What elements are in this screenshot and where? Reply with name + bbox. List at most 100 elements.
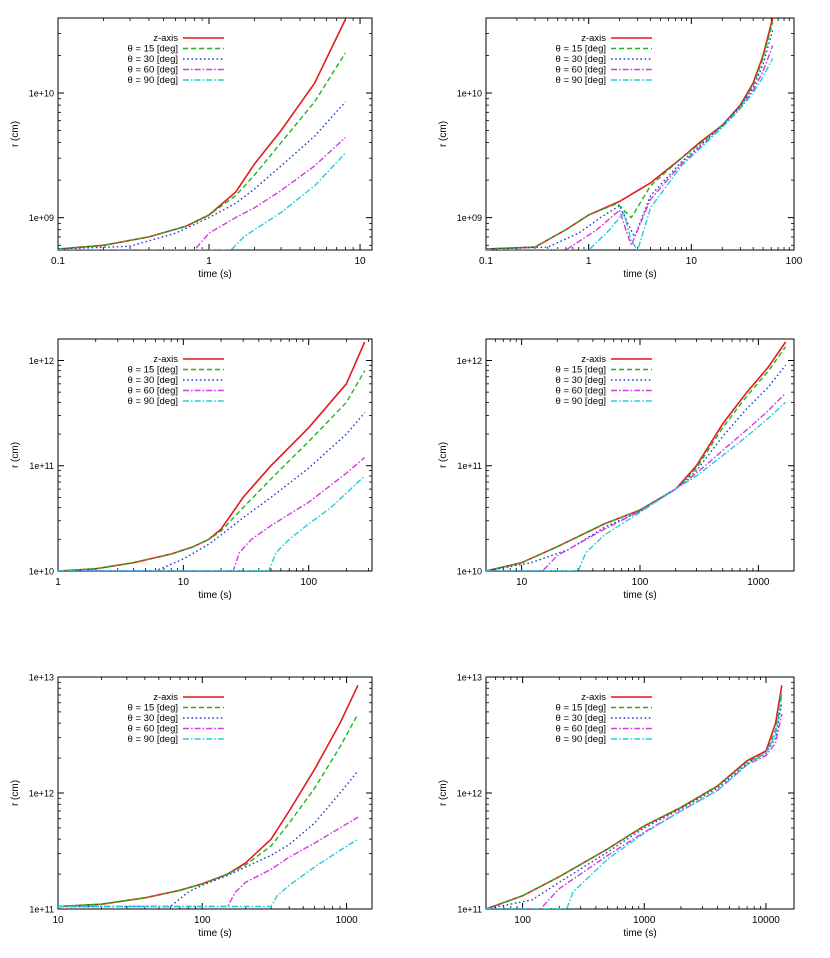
- legend-label-z-axis: z-axis: [581, 692, 606, 703]
- legend-label-theta15: θ = 15 [deg]: [128, 703, 178, 714]
- legend-label-theta30: θ = 30 [deg]: [556, 375, 606, 386]
- series-line-theta30: [486, 29, 774, 250]
- x-tick-label: 1: [55, 577, 61, 588]
- x-tick-label: 100: [194, 915, 211, 926]
- plot-frame: [57, 17, 373, 251]
- x-tick-label: 10: [516, 577, 528, 588]
- series-line-theta15: [58, 52, 346, 250]
- legend-label-theta15: θ = 15 [deg]: [556, 365, 606, 376]
- legend-label-theta90: θ = 90 [deg]: [556, 396, 606, 407]
- series-line-z-axis: [486, 18, 774, 250]
- series-line-theta60: [486, 45, 774, 250]
- y-axis-label: r (cm): [10, 121, 21, 147]
- series-line-theta90: [486, 401, 787, 571]
- legend-label-theta60: θ = 60 [deg]: [556, 724, 606, 735]
- x-tick-label: 100: [786, 256, 803, 267]
- x-tick-label: 100: [514, 915, 531, 926]
- plot-frame: [57, 338, 373, 572]
- x-axis-label: time (s): [623, 269, 656, 280]
- series-line-theta90: [486, 691, 783, 909]
- y-tick-label: 1e+11: [457, 461, 482, 471]
- x-axis-label: time (s): [623, 928, 656, 939]
- y-tick-label: 1e+10: [457, 567, 482, 577]
- series-line-theta90: [58, 838, 359, 908]
- x-tick-label: 1000: [633, 915, 656, 926]
- series-line-z-axis: [58, 19, 347, 250]
- x-tick-label: 10000: [752, 915, 780, 926]
- x-tick-label: 10: [178, 577, 190, 588]
- x-tick-label: 100: [300, 577, 317, 588]
- y-axis-label: r (cm): [438, 442, 449, 468]
- legend-label-theta30: θ = 30 [deg]: [556, 713, 606, 724]
- legend-label-theta60: θ = 60 [deg]: [128, 65, 178, 76]
- series-line-theta15: [486, 346, 787, 571]
- y-tick-label: 1e+10: [457, 89, 482, 99]
- legend-label-theta30: θ = 30 [deg]: [556, 54, 606, 65]
- plot-frame: [57, 676, 373, 910]
- legend-label-theta90: θ = 90 [deg]: [128, 396, 178, 407]
- series-line-theta15: [486, 22, 774, 250]
- series-line-theta15: [58, 713, 359, 908]
- legend-label-theta60: θ = 60 [deg]: [556, 65, 606, 76]
- x-axis-label: time (s): [198, 269, 231, 280]
- y-tick-label: 1e+09: [457, 213, 482, 223]
- legend-label-z-axis: z-axis: [153, 354, 178, 365]
- y-tick-label: 1e+12: [457, 789, 482, 799]
- legend-label-z-axis: z-axis: [153, 692, 178, 703]
- chart-panel-4: 10 100 1000 1e+10 1e+11 1e+12 time (s) r (cm) z-…: [438, 338, 795, 601]
- y-tick-label: 1e+13: [457, 673, 482, 683]
- x-tick-label: 100: [632, 577, 649, 588]
- x-axis-label: time (s): [198, 590, 231, 601]
- y-tick-label: 1e+12: [29, 789, 54, 799]
- y-axis-label: r (cm): [10, 780, 21, 806]
- legend-label-theta60: θ = 60 [deg]: [128, 724, 178, 735]
- chart-panel-6: 100 1000 10000 1e+11 1e+12 1e+13 time (s) r (cm…: [438, 673, 795, 939]
- series-line-theta60: [58, 816, 359, 908]
- series-line-theta15: [486, 694, 783, 909]
- legend-label-theta90: θ = 90 [deg]: [556, 75, 606, 86]
- series-line-z-axis: [58, 341, 366, 571]
- legend-label-theta90: θ = 90 [deg]: [556, 734, 606, 745]
- plot-frame: [485, 338, 795, 572]
- x-tick-label: 1: [586, 256, 592, 267]
- y-axis-label: r (cm): [438, 121, 449, 147]
- y-tick-label: 1e+09: [29, 213, 54, 223]
- x-tick-label: 10: [52, 915, 64, 926]
- x-axis-label: time (s): [198, 928, 231, 939]
- series-line-theta30: [58, 770, 359, 908]
- x-tick-label: 10: [686, 256, 698, 267]
- series-line-z-axis: [58, 684, 359, 908]
- x-tick-label: 0.1: [51, 256, 65, 267]
- legend-label-theta60: θ = 60 [deg]: [556, 386, 606, 397]
- series-line-theta90: [58, 475, 366, 571]
- legend-label-z-axis: z-axis: [581, 33, 606, 44]
- plot-frame: [485, 17, 795, 251]
- legend-label-theta30: θ = 30 [deg]: [128, 713, 178, 724]
- series-line-theta60: [486, 713, 783, 909]
- series-line-theta30: [486, 364, 787, 571]
- series-line-theta15: [58, 370, 366, 571]
- y-tick-label: 1e+11: [29, 461, 54, 471]
- legend-label-theta60: θ = 60 [deg]: [128, 386, 178, 397]
- series-line-theta90: [486, 57, 774, 250]
- series-line-theta30: [486, 702, 783, 909]
- legend-label-theta15: θ = 15 [deg]: [556, 44, 606, 55]
- series-line-z-axis: [486, 341, 787, 571]
- legend-label-theta30: θ = 30 [deg]: [128, 54, 178, 65]
- legend-label-theta15: θ = 15 [deg]: [556, 703, 606, 714]
- chart-panel-5: 10 100 1000 1e+11 1e+12 1e+13 time (s) r (cm) z-…: [10, 673, 373, 939]
- x-tick-label: 1: [206, 256, 212, 267]
- legend-label-theta15: θ = 15 [deg]: [128, 365, 178, 376]
- y-tick-label: 1e+10: [29, 89, 54, 99]
- series-line-theta60: [58, 456, 366, 571]
- x-tick-label: 1000: [335, 915, 358, 926]
- y-tick-label: 1e+10: [29, 567, 54, 577]
- y-tick-label: 1e+12: [29, 356, 54, 366]
- legend-label-theta90: θ = 90 [deg]: [128, 734, 178, 745]
- legend-label-theta15: θ = 15 [deg]: [128, 44, 178, 55]
- series-line-z-axis: [486, 685, 783, 909]
- legend-label-z-axis: z-axis: [153, 33, 178, 44]
